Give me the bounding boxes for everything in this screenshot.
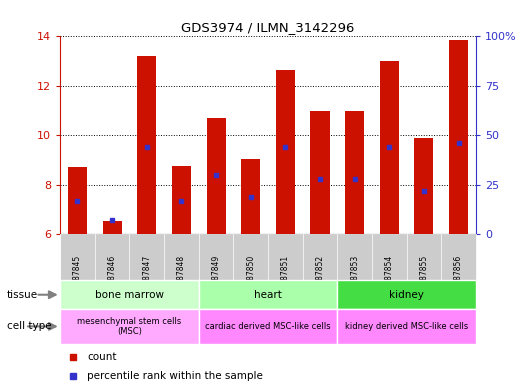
Bar [345, 111, 364, 234]
Bar [241, 159, 260, 234]
Bar [60, 309, 199, 344]
Text: mesenchymal stem cells
(MSC): mesenchymal stem cells (MSC) [77, 317, 181, 336]
Text: GSM787853: GSM787853 [350, 255, 359, 301]
Bar [414, 138, 434, 234]
Bar [380, 61, 399, 234]
Bar [103, 221, 122, 234]
Text: GSM787851: GSM787851 [281, 255, 290, 301]
Text: GSM787847: GSM787847 [142, 255, 151, 301]
Bar [199, 309, 337, 344]
Text: GSM787852: GSM787852 [315, 255, 324, 301]
Bar [68, 167, 87, 234]
Bar [60, 280, 199, 309]
Text: GSM787856: GSM787856 [454, 255, 463, 301]
Bar [449, 40, 468, 234]
Text: cell type: cell type [7, 321, 51, 331]
Bar [337, 280, 476, 309]
Text: GSM787850: GSM787850 [246, 255, 255, 301]
Bar [311, 111, 329, 234]
Text: count: count [87, 352, 117, 362]
Text: tissue: tissue [7, 290, 38, 300]
Text: bone marrow: bone marrow [95, 290, 164, 300]
Text: GSM787854: GSM787854 [385, 255, 394, 301]
Text: cardiac derived MSC-like cells: cardiac derived MSC-like cells [205, 322, 331, 331]
Bar [199, 280, 337, 309]
Text: GSM787855: GSM787855 [419, 255, 428, 301]
Bar [276, 70, 295, 234]
Bar [137, 56, 156, 234]
Title: GDS3974 / ILMN_3142296: GDS3974 / ILMN_3142296 [181, 21, 355, 34]
Text: GSM787845: GSM787845 [73, 255, 82, 301]
Text: heart: heart [254, 290, 282, 300]
Text: kidney: kidney [389, 290, 424, 300]
Bar [337, 309, 476, 344]
Bar [207, 118, 225, 234]
Bar [172, 166, 191, 234]
Text: GSM787848: GSM787848 [177, 255, 186, 301]
Text: GSM787849: GSM787849 [212, 255, 221, 301]
Text: percentile rank within the sample: percentile rank within the sample [87, 371, 263, 381]
Text: kidney derived MSC-like cells: kidney derived MSC-like cells [345, 322, 468, 331]
Text: GSM787846: GSM787846 [108, 255, 117, 301]
